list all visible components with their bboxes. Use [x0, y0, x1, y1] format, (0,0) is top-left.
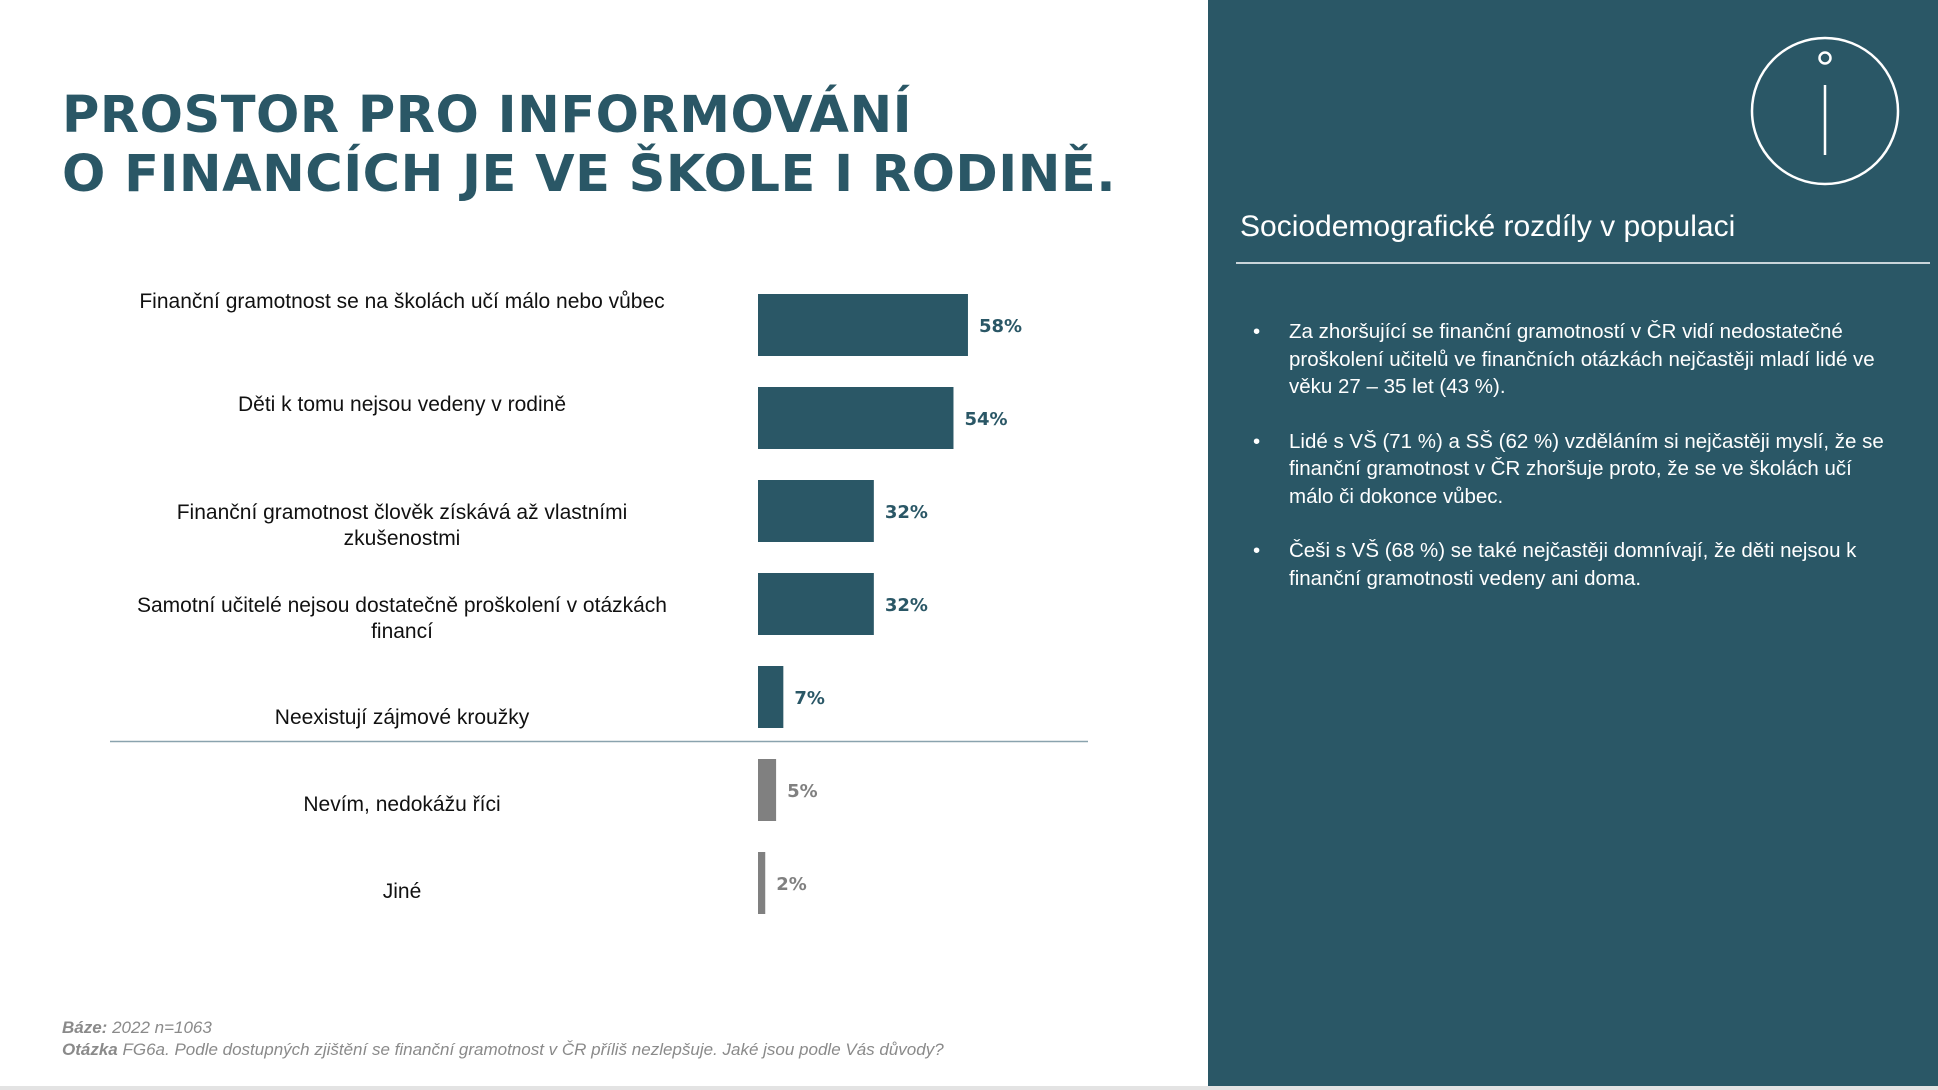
bullet-list: Za zhoršující se finanční gramotností v … [1253, 318, 1893, 619]
bullet-item: Za zhoršující se finanční gramotností v … [1253, 318, 1893, 401]
category-label-line: Děti k tomu nejsou vedeny v rodině [238, 393, 566, 416]
category-label-line: zkušenostmi [344, 527, 461, 550]
category-label-line: Finanční gramotnost člověk získává až vl… [177, 501, 628, 524]
info-icon [1750, 36, 1900, 186]
page-title: PROSTOR PRO INFORMOVÁNÍ O FINANCÍCH JE V… [62, 86, 1182, 204]
category-label-line: Finanční gramotnost se na školách učí má… [139, 290, 664, 313]
bar-chart: Finanční gramotnost se na školách učí má… [110, 290, 1088, 914]
bar-5 [758, 759, 777, 821]
bar-4 [758, 666, 784, 728]
bullet-item: Lidé s VŠ (71 %) a SŠ (62 %) vzděláním s… [1253, 428, 1893, 511]
category-label-6: Jiné [383, 880, 422, 903]
bar-3 [758, 573, 874, 635]
category-label-2: Finanční gramotnost člověk získává až vl… [177, 501, 628, 550]
category-label-line: Jiné [383, 880, 422, 903]
category-label-5: Nevím, nedokážu říci [303, 793, 500, 816]
value-label-5: 5% [787, 781, 818, 802]
category-label-0: Finanční gramotnost se na školách učí má… [139, 290, 664, 313]
footnote-base-label: Báze: [62, 1018, 108, 1037]
category-label-1: Děti k tomu nejsou vedeny v rodině [238, 393, 566, 416]
category-label-line: Samotní učitelé nejsou dostatečně proško… [137, 594, 667, 617]
category-label-line: Neexistují zájmové kroužky [275, 706, 530, 729]
footnote-base: Báze: 2022 n=1063 [62, 1017, 1182, 1039]
footnote-question-label: Otázka [62, 1040, 118, 1059]
panel-divider [1236, 262, 1930, 264]
value-label-0: 58% [979, 316, 1022, 337]
bottom-border [0, 1086, 1938, 1090]
title-line-2: O FINANCÍCH JE VE ŠKOLE I RODINĚ. [62, 145, 1117, 204]
bars [758, 294, 968, 914]
bullet-item: Češi s VŠ (68 %) se také nejčastěji domn… [1253, 537, 1893, 592]
category-label-line: Nevím, nedokážu říci [303, 793, 500, 816]
footnote-base-text: 2022 n=1063 [112, 1018, 212, 1037]
category-label-4: Neexistují zájmové kroužky [275, 706, 530, 729]
value-label-2: 32% [885, 502, 928, 523]
info-panel: Sociodemografické rozdíly v populaci Za … [1208, 0, 1938, 1086]
footnote-question: Otázka FG6a. Podle dostupných zjištění s… [62, 1039, 1182, 1061]
title-line-1: PROSTOR PRO INFORMOVÁNÍ [62, 86, 913, 145]
bar-2 [758, 480, 874, 542]
value-label-3: 32% [885, 595, 928, 616]
value-labels: 58% 54% 32% 32% 7% 5% 2% [776, 316, 1022, 895]
value-label-1: 54% [964, 409, 1007, 430]
value-label-4: 7% [794, 688, 825, 709]
category-label-3: Samotní učitelé nejsou dostatečně proško… [137, 594, 667, 643]
footnote-question-text: FG6a. Podle dostupných zjištění se finan… [122, 1040, 944, 1059]
bar-0 [758, 294, 968, 356]
bar-1 [758, 387, 954, 449]
footnote: Báze: 2022 n=1063 Otázka FG6a. Podle dos… [62, 1017, 1182, 1061]
category-label-line: financí [371, 620, 433, 643]
category-labels: Finanční gramotnost se na školách učí má… [137, 290, 667, 903]
value-label-6: 2% [776, 874, 807, 895]
panel-title: Sociodemografické rozdíly v populaci [1240, 210, 1736, 243]
bar-6 [758, 852, 766, 914]
